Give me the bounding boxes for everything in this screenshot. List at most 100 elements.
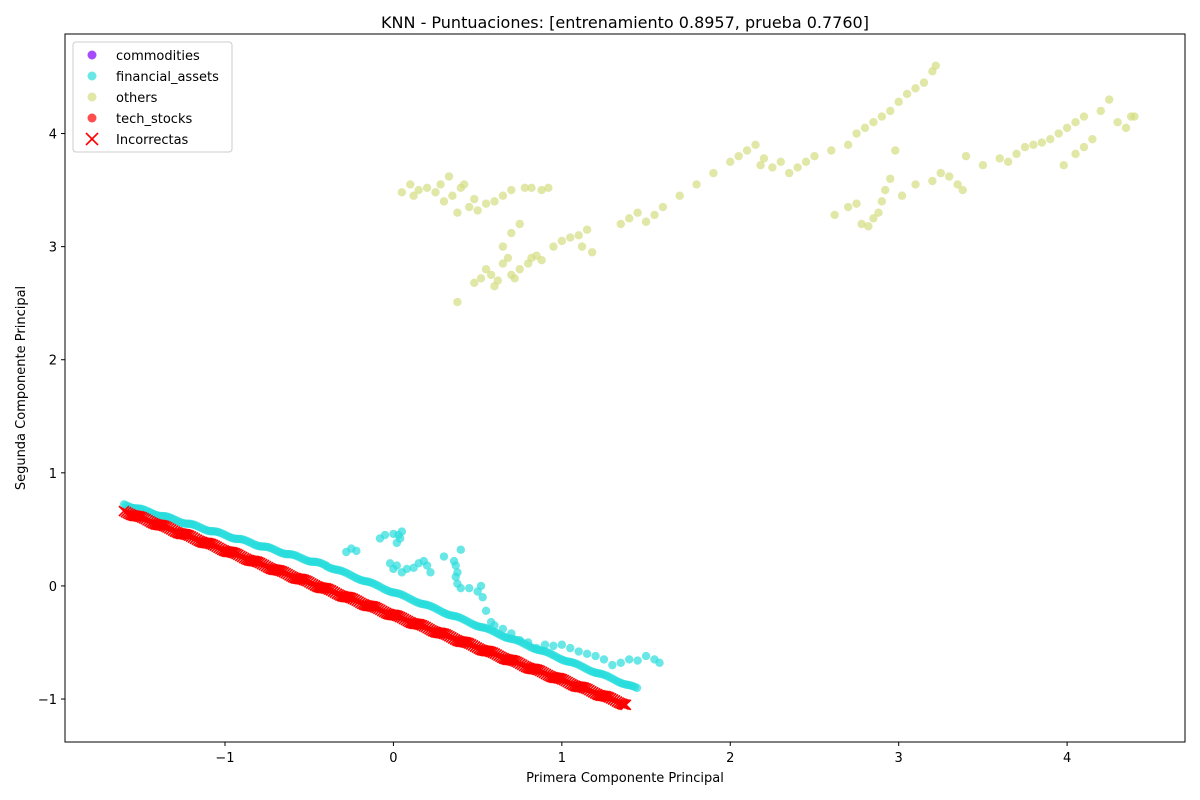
data-point-others <box>936 168 945 178</box>
data-point-others <box>1003 157 1013 167</box>
legend-marker <box>87 71 97 81</box>
data-point-others <box>549 242 558 251</box>
data-point-financial-assets <box>451 572 460 582</box>
data-point-others <box>544 183 553 193</box>
data-point-financial-assets <box>616 658 625 668</box>
y-tick-label: −1 <box>38 693 57 708</box>
x-axis: −1 0 1 2 3 4 <box>215 742 1071 766</box>
data-point-others <box>891 146 900 155</box>
data-point-others <box>397 188 407 197</box>
data-point-others <box>726 157 735 167</box>
data-point-financial-assets <box>523 638 533 647</box>
data-point-others <box>453 208 462 217</box>
data-point-others <box>625 214 634 223</box>
data-point-financial-assets <box>549 641 558 651</box>
incorrect-point-marker <box>620 699 632 711</box>
data-point-others <box>507 185 516 195</box>
data-point-others <box>827 146 836 155</box>
legend-label: others <box>116 91 158 106</box>
data-point-financial-assets <box>599 655 609 664</box>
data-point-others <box>756 160 765 170</box>
data-point-financial-assets <box>395 534 405 543</box>
data-point-financial-assets <box>557 640 567 649</box>
x-tick-label: 4 <box>1063 751 1071 766</box>
data-point-others <box>1079 142 1089 152</box>
data-point-financial-assets <box>402 564 412 574</box>
data-point-others <box>459 180 469 189</box>
data-point-others <box>785 168 794 178</box>
data-point-financial-assets <box>481 606 491 616</box>
data-point-others <box>869 214 878 223</box>
data-point-financial-assets <box>498 624 508 634</box>
data-point-financial-assets <box>582 649 592 658</box>
data-point-others <box>768 163 777 172</box>
x-tick-label: 0 <box>389 751 397 766</box>
data-point-others <box>897 191 907 200</box>
data-point-others <box>1029 140 1038 150</box>
data-point-others <box>439 197 449 206</box>
data-point-financial-assets <box>532 643 541 653</box>
y-tick-label: 1 <box>49 467 57 482</box>
data-point-others <box>409 191 418 200</box>
data-point-others <box>1113 118 1122 127</box>
data-point-others <box>919 78 929 87</box>
data-point-others <box>422 183 432 193</box>
legend-marker-x <box>85 132 99 146</box>
data-point-others <box>961 151 971 161</box>
data-point-others <box>886 174 895 183</box>
data-point-others <box>860 123 870 133</box>
data-point-others <box>810 151 819 161</box>
data-point-others <box>577 242 587 251</box>
data-point-financial-assets <box>515 636 524 645</box>
data-point-financial-assets <box>456 583 465 593</box>
legend-marker <box>87 50 97 60</box>
data-point-financial-assets <box>456 545 465 554</box>
data-point-others <box>406 180 415 189</box>
data-point-others <box>830 210 839 220</box>
data-point-financial-assets <box>422 561 432 570</box>
data-point-others <box>515 219 524 229</box>
x-tick-label: 1 <box>558 751 566 766</box>
data-point-others <box>503 253 513 263</box>
data-point-others <box>470 278 479 288</box>
data-point-others <box>444 172 454 181</box>
data-point-others <box>1079 112 1089 121</box>
data-point-others <box>692 180 701 189</box>
chart-title: KNN - Puntuaciones: [entrenamiento 0.895… <box>381 13 869 32</box>
plot-frame <box>64 33 1186 743</box>
data-point-financial-assets <box>591 651 600 661</box>
data-point-others <box>498 191 508 200</box>
data-point-others <box>476 274 486 283</box>
data-point-financial-assets <box>608 660 617 670</box>
data-point-others <box>751 140 760 150</box>
legend-frame <box>72 41 233 153</box>
data-point-others <box>1071 118 1080 127</box>
data-point-others <box>886 106 895 116</box>
plot-area <box>118 61 1139 711</box>
data-point-others <box>510 274 519 283</box>
data-point-others <box>1046 134 1055 144</box>
x-axis-label: Primera Componente Principal <box>526 771 724 786</box>
data-point-others <box>633 208 642 217</box>
data-point-others <box>881 185 890 195</box>
data-point-financial-assets <box>465 583 474 593</box>
data-point-others <box>498 242 508 251</box>
data-point-financial-assets <box>574 647 583 656</box>
data-point-others <box>537 185 546 195</box>
data-point-others <box>1037 138 1047 147</box>
data-point-others <box>557 236 567 246</box>
legend-marker <box>87 92 97 102</box>
y-tick-label: 3 <box>49 241 57 256</box>
data-point-others <box>931 61 940 70</box>
data-point-others <box>945 172 954 181</box>
data-point-others <box>1105 95 1114 104</box>
data-point-others <box>793 163 802 172</box>
data-point-others <box>1054 129 1063 138</box>
data-point-others <box>1088 134 1097 144</box>
data-point-others <box>843 202 853 212</box>
data-point-financial-assets <box>352 546 361 556</box>
data-point-financial-assets <box>507 629 516 638</box>
data-point-others <box>515 265 524 274</box>
data-point-others <box>709 168 718 178</box>
